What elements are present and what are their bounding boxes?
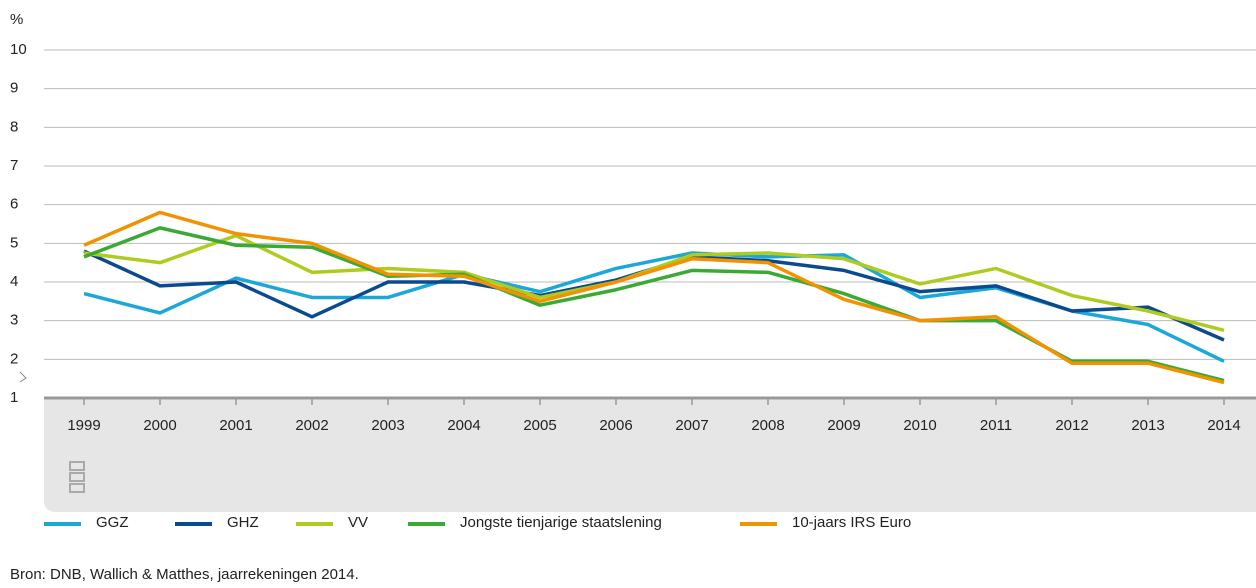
x-tick-label: 2010 [903,417,936,434]
series-line [83,210,1225,385]
y-tick-label: 7 [10,157,18,174]
y-tick-label: 4 [10,273,18,290]
x-tick-label: 2013 [1131,417,1164,434]
x-tick-label: 2004 [447,417,480,434]
legend-label: 10-jaars IRS Euro [792,514,911,531]
y-unit: % [10,11,23,28]
x-tick-label: 2001 [219,417,252,434]
series-line [83,249,1225,342]
x-tick-label: 2008 [751,417,784,434]
y-tick-label: 8 [10,118,18,135]
x-axis-band [44,398,1256,512]
y-tick-label: 9 [10,80,18,97]
y-tick-label: 1 [10,389,18,406]
x-tick-label: 2011 [980,417,1012,434]
x-tick-label: 2014 [1207,417,1240,434]
x-tick-label: 2005 [523,417,556,434]
x-tick-label: 2003 [371,417,404,434]
legend-label: GHZ [227,514,259,531]
x-tick-label: 2009 [827,417,860,434]
y-tick-label: 10 [10,41,27,58]
logo [69,461,85,493]
axis-break [19,371,27,383]
legend-label: GGZ [96,514,129,531]
source: Bron: DNB, Wallich & Matthes, jaarrekeni… [10,566,359,583]
legend-label: VV [348,514,368,531]
series-line [83,233,1225,333]
x-tick-label: 1999 [67,417,100,434]
y-tick-label: 5 [10,234,18,251]
y-tick-label: 6 [10,196,18,213]
x-tick-label: 2006 [599,417,632,434]
legend-label: Jongste tienjarige staatslening [460,514,662,531]
x-tick-label: 2012 [1055,417,1088,434]
x-tick-label: 2007 [675,417,708,434]
x-tick-label: 2002 [295,417,328,434]
y-tick-label: 3 [10,312,18,329]
y-tick-label: 2 [10,350,18,367]
x-tick-label: 2000 [143,417,176,434]
